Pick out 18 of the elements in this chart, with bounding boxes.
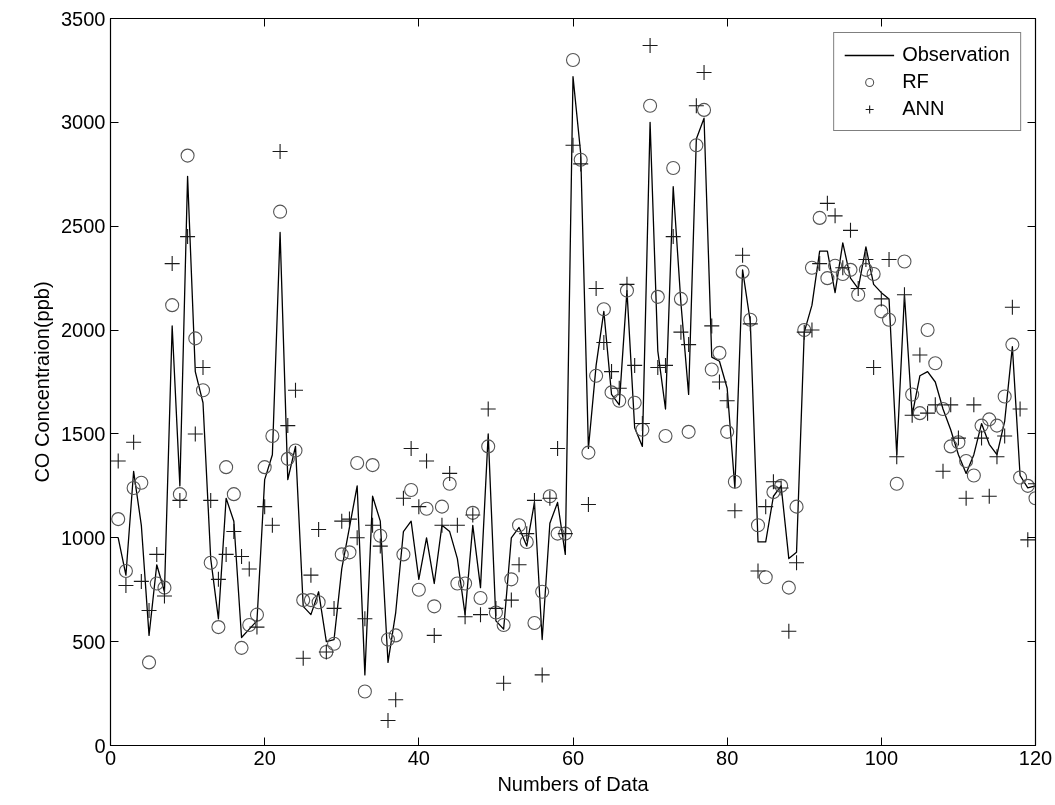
y-tick-label: 2000 <box>61 319 106 342</box>
x-tick-label: 40 <box>407 746 430 769</box>
y-tick-label: 3500 <box>61 7 106 30</box>
y-tick-label: 1500 <box>61 422 106 445</box>
y-tick-label: 500 <box>72 630 106 653</box>
y-tick-label: 3000 <box>61 111 106 134</box>
legend-label: ANN <box>902 97 945 120</box>
y-axis-title: CO Concentraion(ppb) <box>31 281 54 483</box>
x-axis-title: Numbers of Data <box>497 772 650 795</box>
x-tick-label: 60 <box>561 746 585 769</box>
legend-label: RF <box>902 70 929 93</box>
x-tick-label: 80 <box>716 746 739 769</box>
legend-label: Observation <box>902 43 1010 66</box>
y-tick-label: 1000 <box>61 526 106 549</box>
x-tick-label: 100 <box>864 746 899 769</box>
x-tick-label: 20 <box>253 746 276 769</box>
y-tick-label: 2500 <box>61 215 106 238</box>
x-tick-label: 120 <box>1018 746 1053 769</box>
